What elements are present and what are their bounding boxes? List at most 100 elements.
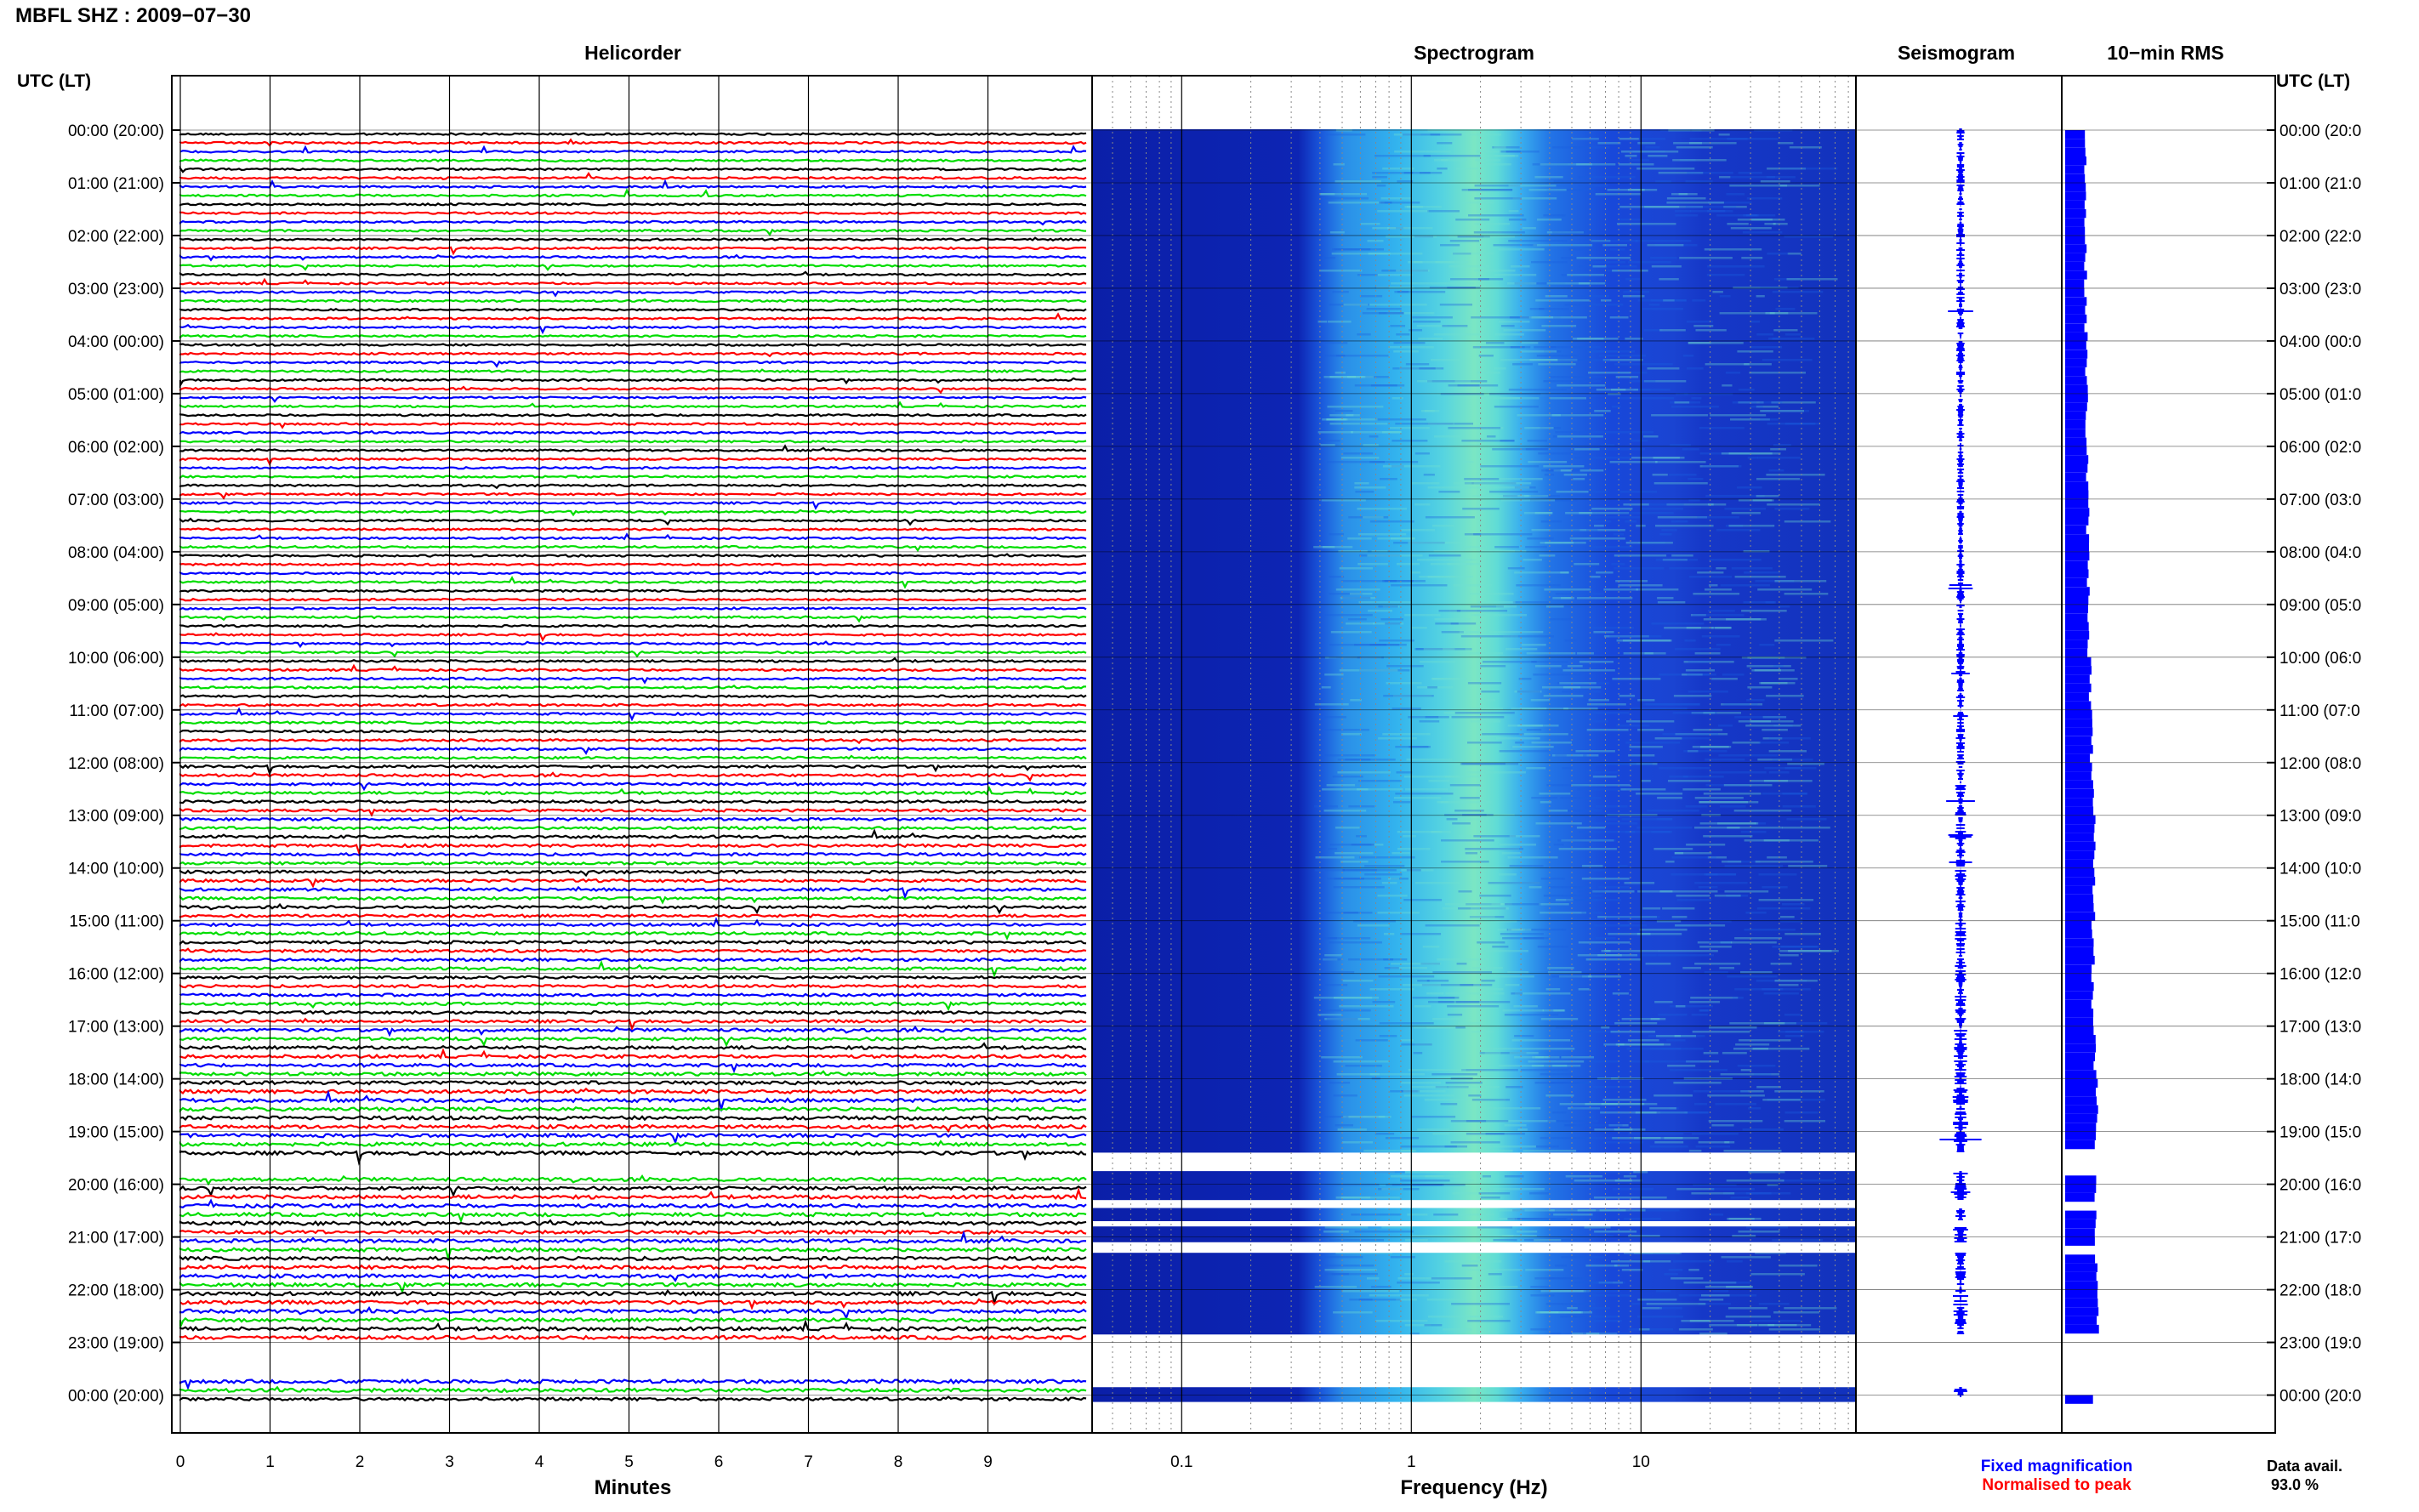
spectrogram-speckle xyxy=(1426,1299,1466,1301)
helicorder-trace xyxy=(179,1025,1087,1037)
spectrogram-speckle xyxy=(1637,299,1687,302)
spectrogram-speckle xyxy=(1624,882,1655,884)
spectrogram-speckle xyxy=(1473,533,1533,536)
spectrogram-speckle xyxy=(1323,1009,1371,1012)
rms-bar xyxy=(2065,982,2094,992)
helicorder-trace xyxy=(179,517,1087,526)
rms-bar xyxy=(2065,1316,2097,1325)
spectrogram-speckle xyxy=(1546,784,1593,787)
spectrogram-speckle xyxy=(1621,1269,1643,1271)
spectrogram-speckle xyxy=(1629,380,1656,383)
rms-bar xyxy=(2065,692,2089,702)
spectrogram-speckle xyxy=(1784,1120,1825,1123)
spectrogram-speckle xyxy=(1533,244,1593,247)
rms-bar xyxy=(2065,622,2089,631)
left-hour-label: 03:00 (23:00) xyxy=(68,281,164,298)
spectrogram-speckle xyxy=(1432,1133,1450,1135)
helicorder-trace xyxy=(179,902,1087,915)
spectrogram-gap xyxy=(1092,1152,1856,1172)
spectrogram-speckle xyxy=(1648,1035,1705,1037)
spectrogram-speckle xyxy=(1419,367,1444,370)
spectrogram-speckle xyxy=(1413,1026,1454,1029)
spectrogram-speckle xyxy=(1754,822,1767,825)
spectrogram-speckle xyxy=(1468,214,1524,217)
spectrogram-speckle xyxy=(1548,1082,1593,1084)
spectrogram-speckle xyxy=(1443,648,1471,651)
spectrogram-speckle xyxy=(1745,1226,1789,1229)
spectrogram-speckle xyxy=(1377,912,1420,914)
spectrogram-speckle xyxy=(1355,1039,1388,1042)
spectrogram-speckle xyxy=(1531,1065,1581,1067)
spectrogram-speckle xyxy=(1321,686,1331,689)
spectrogram-speckle xyxy=(1583,240,1638,242)
spectrogram-speckle xyxy=(1741,657,1785,659)
spectrogram-speckle xyxy=(1727,1218,1755,1220)
spectrogram-speckle xyxy=(1437,801,1449,804)
spectrogram-speckle xyxy=(1593,1197,1640,1199)
spectrogram-speckle xyxy=(1461,189,1512,191)
helicorder-trace xyxy=(179,553,1087,558)
spectrogram-speckle xyxy=(1694,797,1744,799)
spectrogram-speckle xyxy=(1395,793,1454,795)
spectrogram-speckle xyxy=(1757,759,1793,761)
spectrogram-speckle xyxy=(1416,686,1454,689)
spectrogram-speckle xyxy=(1628,159,1650,162)
spectrogram-speckle xyxy=(1782,903,1805,906)
spectrogram-speckle xyxy=(1472,495,1529,497)
spectrogram-speckle xyxy=(1622,295,1645,298)
rms-bar xyxy=(2065,130,2086,139)
spectrogram-speckle xyxy=(1362,312,1404,315)
spectrogram-speckle xyxy=(1708,584,1718,587)
spectrogram-speckle xyxy=(1712,291,1723,293)
rms-bar xyxy=(2065,1043,2097,1053)
spectrogram-speckle xyxy=(1518,733,1568,736)
helicorder-trace xyxy=(179,188,1087,198)
spectrogram-speckle xyxy=(1563,1124,1623,1127)
spectrogram-speckle xyxy=(1483,236,1515,238)
spectrogram-speckle xyxy=(1625,520,1636,523)
spectrogram-speckle xyxy=(1507,971,1529,974)
spectrogram-speckle xyxy=(1490,920,1517,923)
spectrogram-speckle xyxy=(1386,682,1422,685)
spectrogram-speckle xyxy=(1782,827,1830,829)
spectrogram-speckle xyxy=(1635,240,1692,242)
spectrogram-speckle xyxy=(1342,980,1374,982)
spectrogram-speckle xyxy=(1500,933,1544,935)
spectrogram-speckle xyxy=(1515,742,1524,744)
spectrogram-speckle xyxy=(1581,865,1603,867)
spectrogram-speckle xyxy=(1480,308,1489,310)
spectrogram-speckle xyxy=(1509,865,1544,867)
left-hour-label: 15:00 (11:00) xyxy=(69,913,164,931)
spectrogram-speckle xyxy=(1685,669,1715,672)
spectrogram-speckle xyxy=(1612,1188,1653,1191)
spectrogram-speckle xyxy=(1417,559,1477,561)
spectrogram-speckle xyxy=(1386,1184,1443,1186)
spectrogram-speckle xyxy=(1682,448,1699,451)
rms-bar xyxy=(2065,419,2086,429)
spectrogram-speckle xyxy=(1547,967,1574,969)
spectrogram-speckle xyxy=(1412,997,1460,999)
spectrogram-speckle xyxy=(1654,1001,1673,1003)
spectrogram-speckle xyxy=(1327,418,1346,421)
spectrogram-speckle xyxy=(1414,882,1460,884)
spectrogram-speckle xyxy=(1521,342,1539,344)
spectrogram-speckle xyxy=(1542,686,1602,689)
spectrogram-speckle xyxy=(1778,142,1794,145)
spectrogram-speckle xyxy=(1535,1311,1583,1314)
spectrogram-speckle xyxy=(1730,176,1775,179)
spectrogram-speckle xyxy=(1704,248,1762,251)
spectrogram-speckle xyxy=(1649,1145,1688,1148)
spectrogram-speckle xyxy=(1370,384,1397,387)
spectrogram-speckle xyxy=(1784,933,1821,935)
helicorder-trace xyxy=(179,685,1086,690)
spectrogram-speckle xyxy=(1560,1316,1577,1318)
spectrogram-speckle xyxy=(1721,452,1781,455)
spectrogram-speckle xyxy=(1674,401,1690,404)
helicorder-trace xyxy=(179,632,1087,642)
spectrogram-speckle xyxy=(1461,1265,1478,1267)
spectrogram-speckle xyxy=(1671,406,1719,408)
spectrogram-speckle xyxy=(1536,1145,1559,1148)
spectrogram-speckle xyxy=(1465,1269,1523,1271)
spectrogram-speckle xyxy=(1504,1124,1527,1127)
spectrogram-speckle xyxy=(1443,1328,1472,1331)
